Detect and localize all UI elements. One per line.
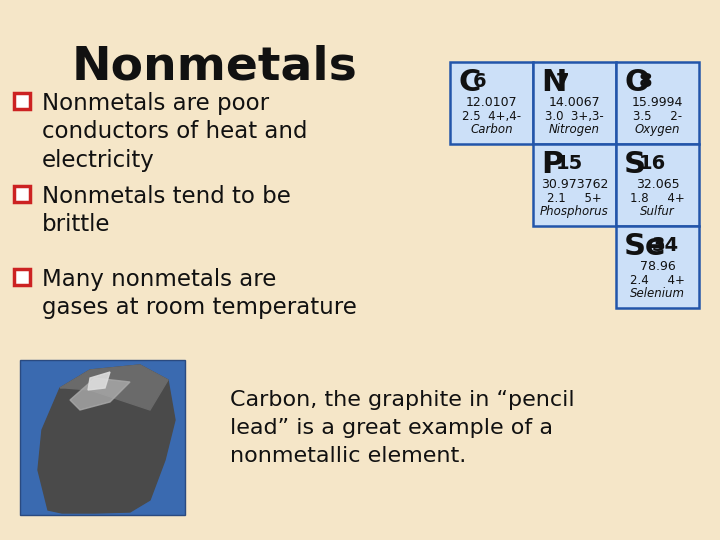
Text: 15: 15: [556, 154, 583, 173]
Text: Many nonmetals are
gases at room temperature: Many nonmetals are gases at room tempera…: [42, 268, 357, 319]
Text: 78.96: 78.96: [639, 260, 675, 273]
Text: 14.0067: 14.0067: [549, 96, 600, 109]
Text: Nonmetals: Nonmetals: [72, 45, 358, 90]
Text: O: O: [624, 68, 650, 97]
Text: Nonmetals are poor
conductors of heat and
electricity: Nonmetals are poor conductors of heat an…: [42, 92, 307, 172]
Bar: [20, 360, 185, 515]
Bar: [616, 62, 699, 144]
Polygon shape: [60, 365, 168, 410]
Text: 1.8     4+: 1.8 4+: [630, 192, 685, 205]
Bar: [533, 144, 616, 226]
Polygon shape: [70, 378, 130, 410]
Text: Carbon, the graphite in “pencil
lead” is a great example of a
nonmetallic elemen: Carbon, the graphite in “pencil lead” is…: [230, 390, 575, 466]
Text: 3.5     2-: 3.5 2-: [633, 110, 682, 123]
Text: Phosphorus: Phosphorus: [540, 205, 609, 218]
Text: 6: 6: [473, 72, 487, 91]
Bar: [14, 186, 30, 202]
Text: 30.973762: 30.973762: [541, 178, 608, 191]
Text: 34: 34: [652, 236, 679, 255]
Text: 8: 8: [639, 72, 652, 91]
Polygon shape: [88, 372, 110, 390]
Text: 2.4     4+: 2.4 4+: [630, 274, 685, 287]
Text: Carbon: Carbon: [470, 123, 513, 136]
Text: 3.0  3+,3-: 3.0 3+,3-: [545, 110, 604, 123]
Text: 16: 16: [639, 154, 666, 173]
Bar: [450, 62, 533, 144]
Text: 12.0107: 12.0107: [466, 96, 517, 109]
Text: N: N: [541, 68, 567, 97]
Text: 15.9994: 15.9994: [632, 96, 683, 109]
Bar: [14, 93, 30, 109]
Bar: [616, 144, 699, 226]
Text: C: C: [458, 68, 480, 97]
Bar: [14, 269, 30, 285]
Text: 2.1     5+: 2.1 5+: [547, 192, 602, 205]
Text: S: S: [624, 150, 646, 179]
Bar: [616, 226, 699, 308]
Text: P: P: [541, 150, 563, 179]
Text: Sulfur: Sulfur: [640, 205, 675, 218]
Text: 2.5  4+,4-: 2.5 4+,4-: [462, 110, 521, 123]
Text: Oxygen: Oxygen: [635, 123, 680, 136]
Bar: [533, 62, 616, 144]
Text: Nitrogen: Nitrogen: [549, 123, 600, 136]
Text: Se: Se: [624, 232, 667, 261]
Text: Nonmetals tend to be
brittle: Nonmetals tend to be brittle: [42, 185, 291, 237]
Text: 7: 7: [556, 72, 570, 91]
Text: Selenium: Selenium: [630, 287, 685, 300]
Polygon shape: [38, 365, 175, 513]
Text: 32.065: 32.065: [636, 178, 679, 191]
